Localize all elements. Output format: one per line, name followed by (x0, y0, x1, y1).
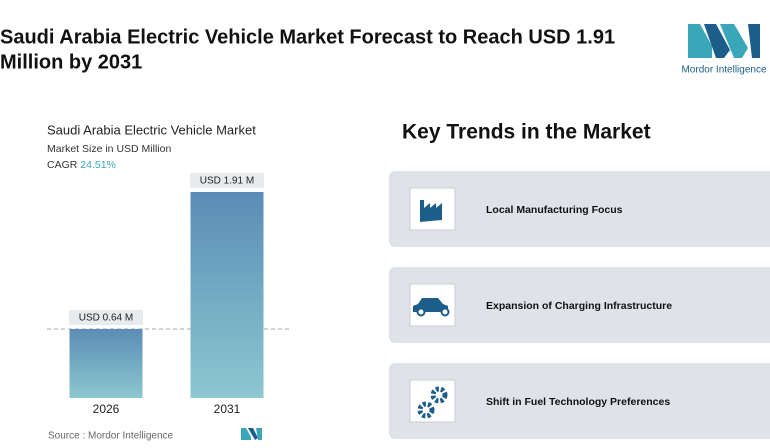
x-tick-label: 2026 (93, 402, 120, 416)
value-label: USD 0.64 M (79, 313, 133, 324)
bar (190, 192, 264, 398)
chart-subtitle: Market Size in USD Million (47, 143, 171, 155)
source: Source : Mordor Intelligence (48, 431, 174, 442)
page-title: Saudi Arabia Electric Vehicle Market For… (0, 26, 615, 48)
trend-text: Local Manufacturing Focus (486, 204, 623, 216)
chart-title: Saudi Arabia Electric Vehicle Market (47, 122, 256, 137)
card-bg (389, 171, 770, 247)
icon-box (409, 379, 456, 423)
chart: Saudi Arabia Electric Vehicle Market Mar… (47, 122, 290, 442)
trend-cards: Local Manufacturing Focus Expansion of Ch… (389, 171, 770, 439)
card-bg (389, 363, 770, 439)
cagr-value: 24.51% (80, 159, 116, 171)
trend-card: Expansion of Charging Infrastructure (389, 267, 770, 343)
logo-text: Mordor Intelligence (681, 65, 766, 76)
small-logo (241, 428, 262, 440)
bar (69, 328, 143, 398)
value-label-box (69, 309, 143, 325)
trend-text: Shift in Fuel Technology Preferences (486, 396, 670, 408)
logo: Mordor Intelligence (681, 24, 767, 76)
trends-title: Key Trends in the Market (402, 121, 651, 144)
cagr: CAGR 24.51% (47, 159, 116, 171)
trend-text: Expansion of Charging Infrastructure (486, 300, 672, 312)
wheel (440, 307, 450, 317)
gear-icon (417, 401, 435, 419)
value-label: USD 1.91 M (200, 176, 254, 187)
gear-icon (430, 386, 448, 404)
x-tick-label: 2031 (214, 402, 241, 416)
icon-box (409, 187, 456, 231)
cagr-label: CAGR (47, 159, 78, 171)
page-title: Million by 2031 (0, 51, 142, 73)
factory-icon (420, 200, 442, 222)
card-bg (389, 267, 770, 343)
trend-card: Shift in Fuel Technology Preferences (389, 363, 770, 439)
trend-card: Local Manufacturing Focus (389, 171, 770, 247)
wheel (416, 307, 426, 317)
value-label-box (190, 173, 264, 188)
